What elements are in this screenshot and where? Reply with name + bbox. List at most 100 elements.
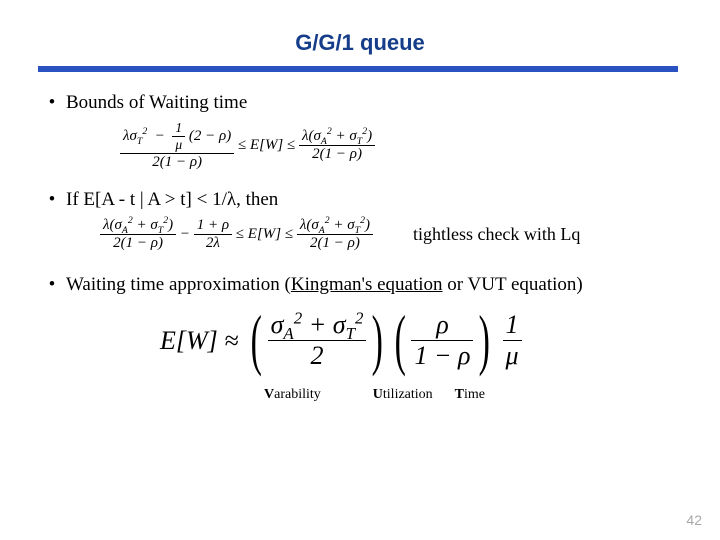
page-title: G/G/1 queue xyxy=(0,0,720,66)
sigma: σ xyxy=(150,217,157,233)
lambda: λ xyxy=(213,235,220,251)
sq: 2 xyxy=(355,308,363,327)
rho: ρ xyxy=(219,128,226,144)
two: 2 xyxy=(152,154,160,170)
one: 1 xyxy=(165,154,173,170)
two: 2 xyxy=(194,128,202,144)
two: 2 xyxy=(113,235,121,251)
sym-sigma: σ xyxy=(130,128,137,144)
b3-post: or VUT equation) xyxy=(443,274,583,295)
sub-T: T xyxy=(137,136,142,147)
A: A xyxy=(283,324,293,343)
title-rule xyxy=(38,66,678,72)
title-text: G/G/1 queue xyxy=(295,30,425,55)
den-mu: μ xyxy=(503,340,522,371)
equation-tighter-row: λ(σA2 + σT2) 2(1 − ρ) − 1 + ρ 2λ ≤ E[W] … xyxy=(100,217,720,252)
leq: ≤ xyxy=(285,226,293,243)
sq: 2 xyxy=(163,215,168,226)
u-first: U xyxy=(373,387,383,402)
two: 2 xyxy=(312,146,320,162)
rparen2: ) xyxy=(479,310,490,371)
t-first: T xyxy=(455,387,464,402)
u-rest: tilization xyxy=(383,387,433,402)
sigma: σ xyxy=(333,310,346,339)
sigma: σ xyxy=(347,217,354,233)
lparen2: ( xyxy=(395,310,406,371)
rho: ρ xyxy=(348,235,355,251)
frac-upper: λ(σA2 + σT2) 2(1 − ρ) xyxy=(299,128,375,163)
one: 1 xyxy=(126,235,134,251)
sigma: σ xyxy=(311,217,318,233)
utilization-term: ρ 1 − ρ xyxy=(411,310,473,371)
minus: − xyxy=(180,226,190,243)
sq: 2 xyxy=(325,215,330,226)
minus: − xyxy=(205,128,215,144)
equation-bounds: λσT2 − 1 μ (2 − ρ) 2(1 − ρ) ≤ E[W] ≤ λ(σ… xyxy=(120,120,720,171)
frac-lower-lhs: λσT2 − 1 μ (2 − ρ) 2(1 − ρ) xyxy=(120,120,234,171)
sigma: σ xyxy=(349,128,356,144)
approx: ≈ xyxy=(224,326,238,356)
bullet-marker: • xyxy=(38,189,66,211)
rho: ρ xyxy=(190,154,197,170)
rho: ρ xyxy=(151,235,158,251)
num-1: 1 xyxy=(503,310,522,340)
annot-utilization: Utilization xyxy=(373,387,433,403)
plus: + xyxy=(137,217,147,233)
minus: − xyxy=(434,341,452,370)
minus: − xyxy=(176,154,186,170)
t-rest: ime xyxy=(464,387,485,402)
plus: + xyxy=(309,310,327,339)
sigma: σ xyxy=(271,310,284,339)
num-1: 1 xyxy=(172,120,185,136)
sq: 2 xyxy=(128,215,133,226)
bullet-marker: • xyxy=(38,274,66,296)
rho: ρ xyxy=(458,341,470,370)
sq: 2 xyxy=(360,215,365,226)
page-number: 42 xyxy=(686,512,702,528)
bullet-3: • Waiting time approximation (Kingman's … xyxy=(38,274,720,296)
sq: 2 xyxy=(294,308,302,327)
sigma: σ xyxy=(314,128,321,144)
bullet-2: • If E[A - t | A > t] < 1/λ, then xyxy=(38,189,720,211)
minus: − xyxy=(336,146,346,162)
lambda: λ xyxy=(300,217,307,233)
time-term: 1 μ xyxy=(503,310,522,371)
vut-annotations: Varability Utilization Time xyxy=(0,387,720,403)
num-rho: ρ xyxy=(411,310,473,340)
leq1: ≤ xyxy=(238,137,246,154)
minus: − xyxy=(334,235,344,251)
bullet-3-text: Waiting time approximation (Kingman's eq… xyxy=(66,274,583,296)
two: 2 xyxy=(310,235,318,251)
lambda: λ xyxy=(302,128,309,144)
annot-time: Time xyxy=(455,387,485,403)
EW: E[W] xyxy=(248,226,281,243)
one: 1 xyxy=(325,146,333,162)
v-rest: arability xyxy=(274,387,321,402)
sq: 2 xyxy=(327,126,332,137)
equation-tighter: λ(σA2 + σT2) 2(1 − ρ) − 1 + ρ 2λ ≤ E[W] … xyxy=(100,217,373,252)
leq: ≤ xyxy=(236,226,244,243)
minus: − xyxy=(155,128,165,144)
b3-emph: Kingman's equation xyxy=(291,274,443,295)
plus: + xyxy=(336,128,346,144)
one: 1 xyxy=(322,235,330,251)
sq: 2 xyxy=(362,126,367,137)
bullet-marker: • xyxy=(38,92,66,114)
rho: ρ xyxy=(350,146,357,162)
tightless-note: tightless check with Lq xyxy=(413,224,580,245)
rho: ρ xyxy=(222,217,229,233)
sup-2: 2 xyxy=(142,126,147,137)
bullet-2-text: If E[A - t | A > t] < 1/λ, then xyxy=(66,189,278,211)
den-mu: μ xyxy=(172,136,185,153)
annot-variability: Varability xyxy=(264,387,321,403)
one: 1 xyxy=(414,341,427,370)
EW: E[W] xyxy=(250,137,283,154)
equation-kingman: E[W] ≈ ( σA2 + σT2 2 ) ( ρ 1 − ρ ) 1 μ xyxy=(160,310,720,371)
bullet-1-text: Bounds of Waiting time xyxy=(66,92,247,114)
v-first: V xyxy=(264,387,274,402)
rparen: ) xyxy=(372,310,383,371)
T: T xyxy=(346,324,355,343)
plus: + xyxy=(208,217,218,233)
lambda: λ xyxy=(103,217,110,233)
plus: + xyxy=(333,217,343,233)
